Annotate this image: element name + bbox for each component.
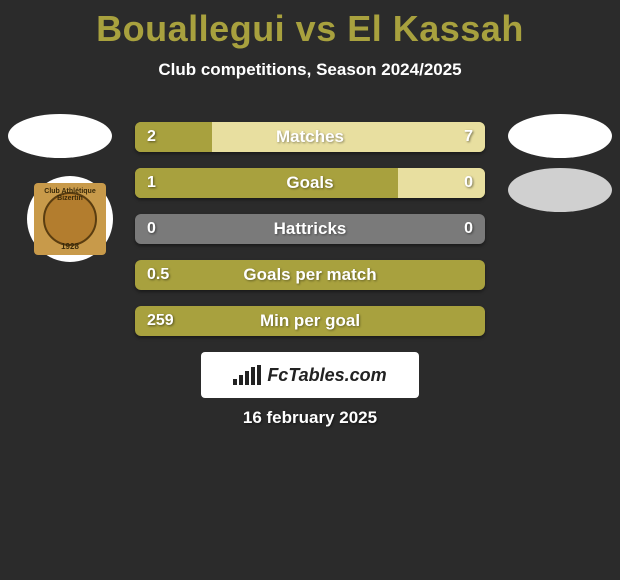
stat-row: 0Hattricks0 [135, 214, 485, 244]
stat-rows-container: 2Matches71Goals00Hattricks00.5Goals per … [135, 122, 485, 352]
stat-label: Min per goal [135, 306, 485, 336]
player-right-avatar-2 [508, 168, 612, 212]
stat-value-right: 0 [464, 168, 473, 198]
brand-bars-icon [233, 365, 261, 385]
stat-label: Hattricks [135, 214, 485, 244]
stat-value-right: 0 [464, 214, 473, 244]
stat-row: 1Goals0 [135, 168, 485, 198]
club-badge: Club Athlétique Bizertin 1928 [27, 176, 113, 262]
brand-text: FcTables.com [267, 365, 386, 386]
comparison-title: Bouallegui vs El Kassah [0, 0, 620, 50]
club-badge-inner: Club Athlétique Bizertin 1928 [34, 183, 106, 255]
stat-label: Matches [135, 122, 485, 152]
club-badge-name: Club Athlétique Bizertin [34, 188, 106, 202]
brand-box: FcTables.com [201, 352, 419, 398]
stat-value-right: 7 [464, 122, 473, 152]
stat-label: Goals per match [135, 260, 485, 290]
club-badge-year: 1928 [34, 242, 106, 251]
player-right-avatar-1 [508, 114, 612, 158]
stat-label: Goals [135, 168, 485, 198]
stat-row: 2Matches7 [135, 122, 485, 152]
player-left-avatar [8, 114, 112, 158]
snapshot-date: 16 february 2025 [0, 408, 620, 428]
stat-row: 259Min per goal [135, 306, 485, 336]
comparison-subtitle: Club competitions, Season 2024/2025 [0, 60, 620, 80]
stat-row: 0.5Goals per match [135, 260, 485, 290]
